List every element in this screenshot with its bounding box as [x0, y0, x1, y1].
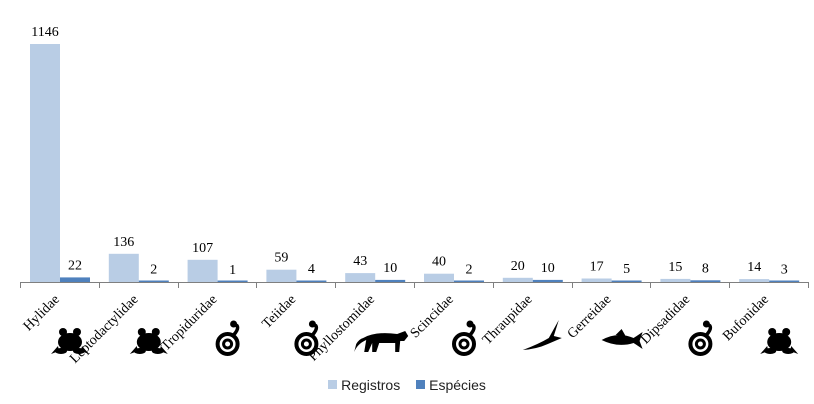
data-label: 20 [511, 259, 525, 274]
legend-item-registros: Registros [328, 377, 400, 393]
bar-espcies-phyllostomidae [375, 279, 406, 282]
data-label: 3 [781, 262, 788, 277]
bar-espcies-bufonidae [769, 280, 800, 282]
data-label: 10 [383, 261, 397, 276]
data-label: 14 [747, 260, 761, 275]
bar-espcies-scincidae [454, 280, 484, 282]
bar-registros-leptodactylidae [108, 253, 139, 282]
snake-icon [215, 320, 240, 356]
legend-swatch-especies [416, 380, 426, 389]
bar-registros-hylidae [30, 44, 60, 282]
fish-icon [601, 329, 643, 349]
bar-registros-scincidae [424, 273, 454, 282]
bar-registros-gerreidae [581, 278, 612, 282]
data-label: 5 [623, 262, 630, 277]
data-label: 4 [308, 262, 315, 277]
category-label-thraupidae: Thraupidae [480, 292, 536, 348]
bar-espcies-dipsadidae [690, 280, 721, 282]
category-label-hylidae: Hylidae [21, 292, 63, 334]
data-label: 40 [432, 255, 446, 270]
bar-registros-phyllostomidae [345, 273, 376, 282]
bar-registros-dipsadidae [660, 278, 691, 282]
snake-icon [688, 320, 713, 356]
legend-label-especies: Espécies [429, 376, 486, 393]
data-label: 136 [113, 235, 134, 250]
data-label: 107 [192, 241, 213, 256]
frog-icon [129, 328, 168, 354]
data-label: 10 [541, 261, 555, 276]
frog-icon [760, 328, 799, 354]
data-label: 2 [150, 263, 157, 278]
bar-registros-bufonidae [739, 279, 770, 282]
snake-icon [294, 320, 319, 356]
jaguar-icon [354, 331, 409, 352]
bar-espcies-leptodactylidae [138, 280, 169, 282]
frog-icon [51, 328, 89, 354]
legend-swatch-registros [328, 380, 338, 389]
data-label: 22 [68, 258, 82, 273]
data-label: 1 [229, 263, 236, 278]
bars-layer [30, 44, 800, 282]
bar-registros-thraupidae [502, 277, 533, 282]
bird-icon [522, 320, 562, 350]
icons-layer [51, 320, 799, 356]
category-label-bufonidae: Bufonidae [720, 292, 772, 344]
category-label-teiidae: Teiidae [260, 292, 300, 332]
category-label-scincidae: Scincidae [408, 292, 457, 341]
bar-registros-teiidae [266, 269, 297, 282]
bar-espcies-gerreidae [611, 280, 642, 282]
legend-item-especies: Espécies [416, 377, 486, 393]
x-axis-ticks [20, 282, 809, 288]
data-label: 15 [668, 260, 682, 275]
data-label: 43 [353, 254, 367, 269]
bar-espcies-teiidae [296, 280, 327, 282]
legend-label-registros: Registros [341, 376, 401, 393]
data-label: 59 [274, 251, 288, 266]
legend: Registros Espécies [0, 376, 814, 393]
bar-espcies-thraupidae [532, 279, 563, 282]
category-label-gerreidae: Gerreidae [565, 292, 615, 342]
category-label-tropiduridae: Tropiduridae [158, 292, 220, 354]
data-label: 2 [466, 263, 473, 278]
bar-registros-tropiduridae [187, 259, 218, 282]
bar-espcies-hylidae [60, 277, 90, 282]
bar-espcies-tropiduridae [217, 280, 248, 282]
category-label-dipsadidae: Dipsadidae [638, 292, 693, 347]
data-label: 8 [702, 261, 709, 276]
snake-icon [452, 320, 476, 356]
data-label: 1146 [31, 25, 58, 40]
category-labels-layer: Hylidae Leptodactylidae Tropiduridae Teiida… [21, 292, 772, 366]
data-label: 17 [590, 260, 604, 275]
